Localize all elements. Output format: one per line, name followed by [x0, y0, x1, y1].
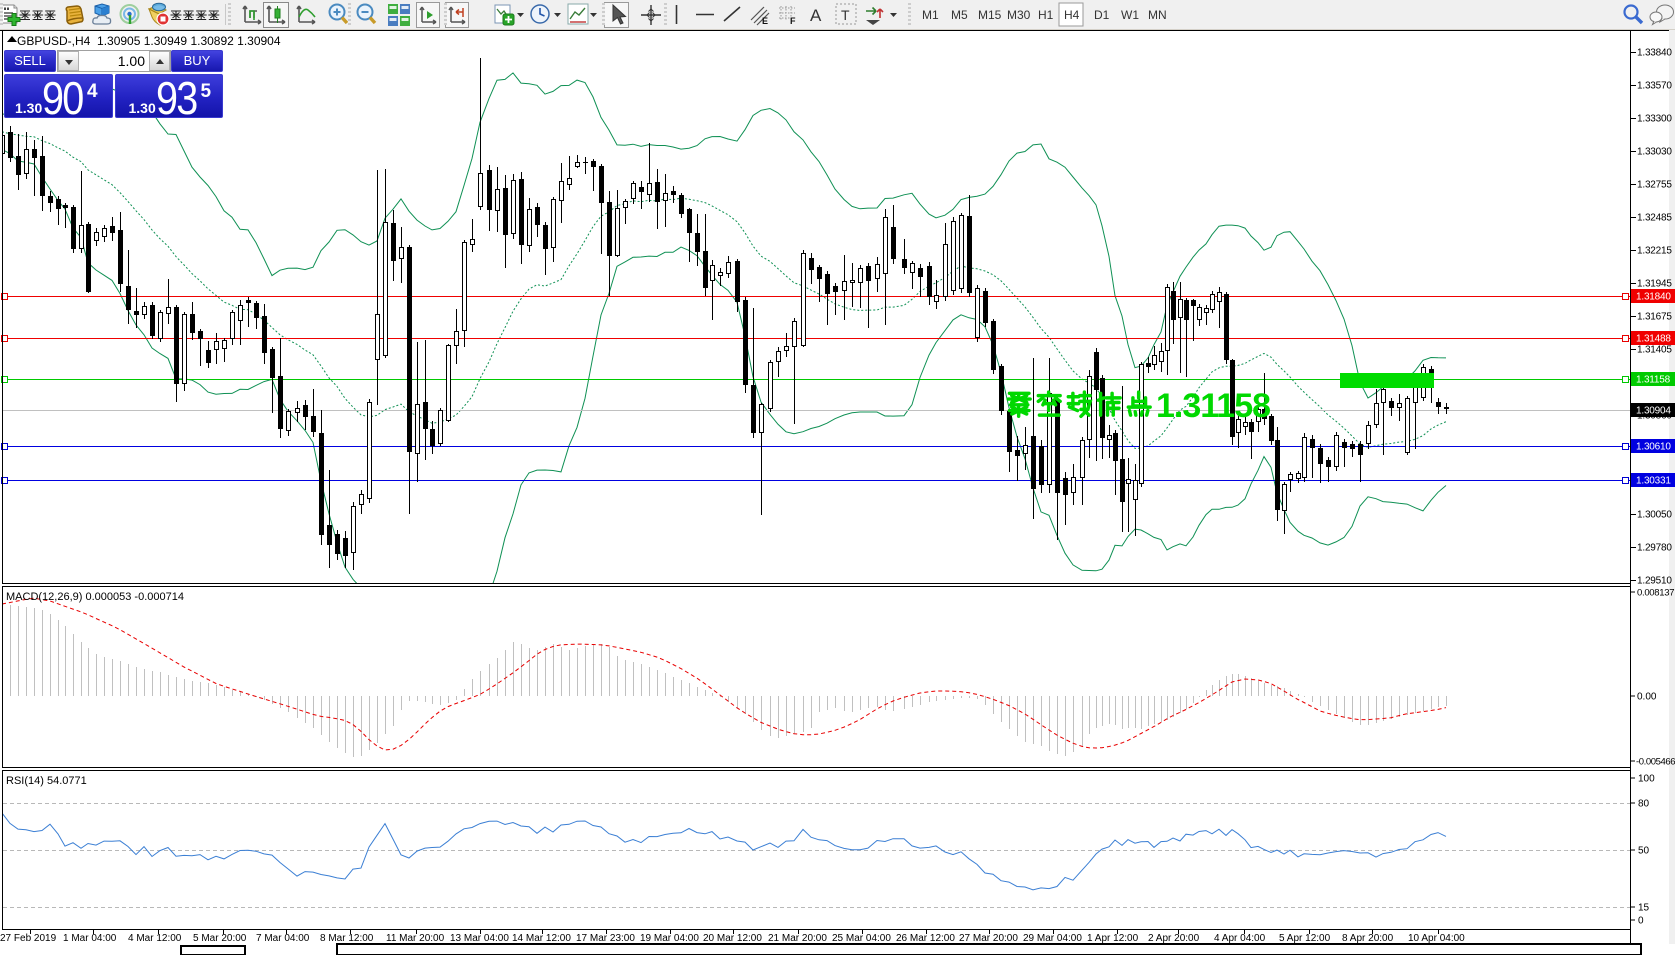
svg-text:-0.005466: -0.005466	[1636, 757, 1675, 768]
svg-text:D1: D1	[1094, 8, 1110, 22]
svg-text:80: 80	[1638, 799, 1650, 810]
svg-text:M30: M30	[1007, 8, 1031, 22]
svg-text:1 Mar 04:00: 1 Mar 04:00	[63, 933, 117, 944]
svg-text:H1: H1	[1038, 8, 1054, 22]
svg-text:T: T	[841, 7, 850, 23]
svg-text:M5: M5	[951, 8, 968, 22]
svg-text:21 Mar 20:00: 21 Mar 20:00	[768, 933, 827, 944]
svg-text:1.29780: 1.29780	[1637, 543, 1672, 554]
svg-text:8 Apr 20:00: 8 Apr 20:00	[1342, 933, 1394, 944]
svg-text:H4: H4	[1064, 8, 1080, 22]
svg-text:E: E	[762, 16, 768, 26]
svg-text:M15: M15	[978, 8, 1002, 22]
svg-text:1.30050: 1.30050	[1637, 510, 1672, 521]
svg-text:1.31488: 1.31488	[1636, 334, 1671, 345]
svg-text:29 Mar 04:00: 29 Mar 04:00	[1023, 933, 1082, 944]
svg-text:13 Mar 04:00: 13 Mar 04:00	[450, 933, 509, 944]
svg-text:20 Mar 12:00: 20 Mar 12:00	[703, 933, 762, 944]
svg-text:10 Apr 04:00: 10 Apr 04:00	[1408, 933, 1465, 944]
svg-text:F: F	[790, 16, 796, 26]
svg-text:M1: M1	[922, 8, 939, 22]
svg-text:1.33300: 1.33300	[1637, 114, 1672, 125]
svg-text:0.00: 0.00	[1637, 692, 1657, 703]
svg-text:1 Apr 12:00: 1 Apr 12:00	[1087, 933, 1139, 944]
svg-text:1.32215: 1.32215	[1637, 246, 1672, 257]
svg-text:A: A	[810, 6, 822, 25]
svg-text:1.30331: 1.30331	[1636, 476, 1671, 487]
svg-text:1.29510: 1.29510	[1637, 576, 1672, 587]
svg-text:100: 100	[1638, 774, 1655, 785]
svg-text:0: 0	[1638, 916, 1644, 927]
svg-text:1.30610: 1.30610	[1636, 442, 1671, 453]
svg-text:26 Mar 12:00: 26 Mar 12:00	[896, 933, 955, 944]
svg-text:8 Mar 12:00: 8 Mar 12:00	[320, 933, 374, 944]
svg-text:1.31158: 1.31158	[1636, 375, 1671, 386]
svg-text:1.31840: 1.31840	[1636, 292, 1671, 303]
svg-text:14 Mar 12:00: 14 Mar 12:00	[512, 933, 571, 944]
svg-text:11 Mar 20:00: 11 Mar 20:00	[386, 933, 445, 944]
svg-text:1.33840: 1.33840	[1637, 48, 1672, 59]
svg-text:MN: MN	[1148, 8, 1167, 22]
svg-text:1.31405: 1.31405	[1637, 345, 1672, 356]
svg-text:1.31945: 1.31945	[1637, 279, 1672, 290]
svg-text:2 Apr 20:00: 2 Apr 20:00	[1148, 933, 1200, 944]
svg-text:1.31158: 1.31158	[1156, 387, 1270, 425]
svg-text:0.008137: 0.008137	[1637, 588, 1674, 599]
svg-text:5 Apr 12:00: 5 Apr 12:00	[1279, 933, 1331, 944]
svg-text:27 Feb 2019: 27 Feb 2019	[0, 933, 57, 944]
svg-text:15: 15	[1638, 903, 1650, 914]
svg-text:1.32755: 1.32755	[1637, 180, 1672, 191]
svg-text:17 Mar 23:00: 17 Mar 23:00	[576, 933, 635, 944]
svg-text:1.33030: 1.33030	[1637, 147, 1672, 158]
svg-text:27 Mar 20:00: 27 Mar 20:00	[959, 933, 1018, 944]
svg-text:50: 50	[1638, 846, 1650, 857]
svg-text:19 Mar 04:00: 19 Mar 04:00	[640, 933, 699, 944]
svg-text:4 Apr 04:00: 4 Apr 04:00	[1214, 933, 1266, 944]
svg-text:W1: W1	[1121, 8, 1139, 22]
svg-text:1.31675: 1.31675	[1637, 312, 1672, 323]
svg-text:7 Mar 04:00: 7 Mar 04:00	[256, 933, 310, 944]
svg-text:5 Mar 20:00: 5 Mar 20:00	[193, 933, 247, 944]
svg-text:1.33570: 1.33570	[1637, 81, 1672, 92]
svg-text:1.30904: 1.30904	[1636, 406, 1671, 417]
svg-text:1.32485: 1.32485	[1637, 213, 1672, 224]
svg-text:4 Mar 12:00: 4 Mar 12:00	[128, 933, 182, 944]
svg-text:25 Mar 04:00: 25 Mar 04:00	[832, 933, 891, 944]
